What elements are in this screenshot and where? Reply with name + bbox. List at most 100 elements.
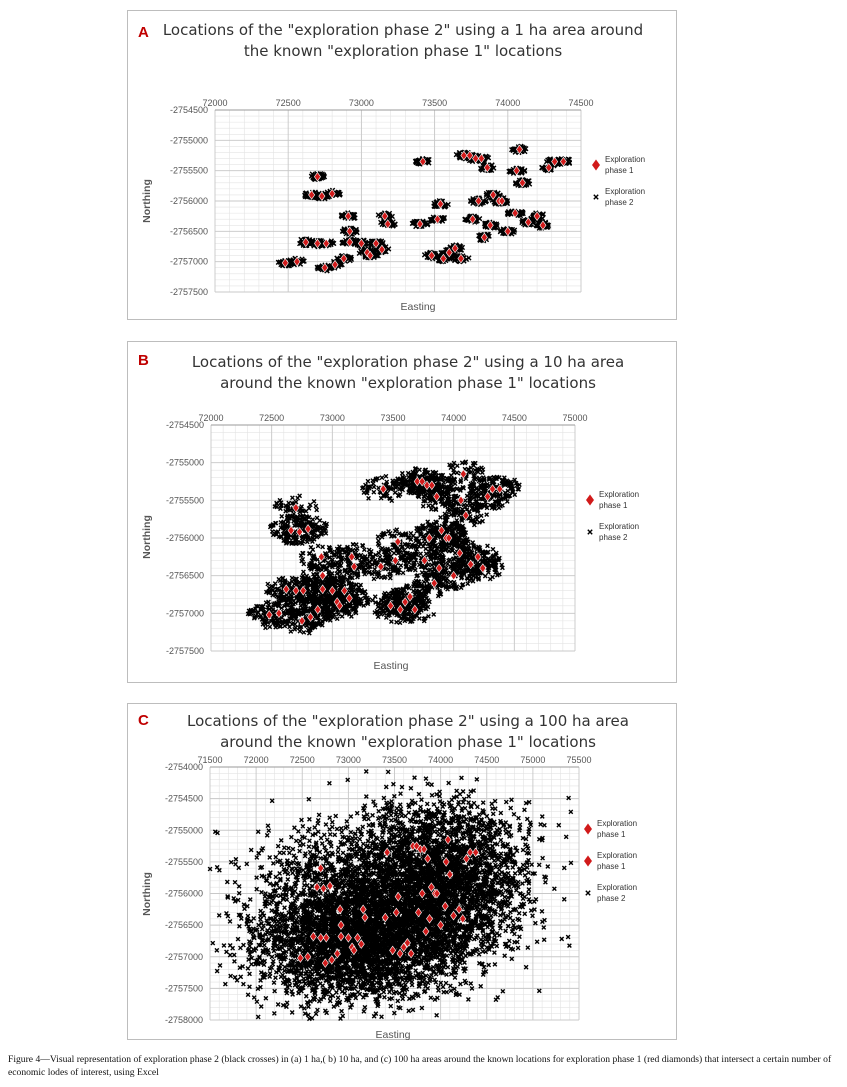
phase-2-point bbox=[375, 212, 382, 218]
phase-2-point bbox=[491, 225, 497, 231]
phase-2-point bbox=[305, 627, 311, 633]
phase-1-point bbox=[551, 156, 559, 167]
phase-2-point bbox=[365, 556, 370, 561]
phase-2-point bbox=[365, 601, 371, 607]
phase-2-point bbox=[390, 222, 397, 228]
phase-2-point bbox=[339, 614, 345, 619]
phase-2-point bbox=[386, 596, 392, 602]
phase-2-point bbox=[392, 592, 398, 598]
phase-2-point bbox=[426, 613, 431, 619]
phase-2-point bbox=[511, 146, 518, 152]
phase-2-point bbox=[412, 567, 418, 573]
phase-2-point bbox=[376, 550, 382, 556]
phase-2-point bbox=[410, 533, 416, 539]
phase-2-point bbox=[313, 503, 319, 509]
phase-2-point bbox=[351, 212, 358, 218]
phase-1-point bbox=[372, 238, 380, 249]
phase-2-point bbox=[339, 582, 345, 588]
phase-2-point bbox=[314, 507, 320, 513]
phase-2-point bbox=[323, 552, 329, 557]
phase-2-point bbox=[395, 570, 400, 576]
phase-2-point bbox=[290, 495, 295, 501]
phase-2-point bbox=[321, 174, 328, 180]
x-tick-label: 74000 bbox=[495, 98, 520, 108]
phase-2-point bbox=[286, 516, 292, 521]
phase-1-point bbox=[545, 162, 553, 173]
phase-2-point bbox=[265, 620, 271, 626]
phase-2-point bbox=[365, 478, 371, 484]
phase-2-point bbox=[327, 548, 333, 554]
phase-2-point bbox=[314, 515, 320, 521]
phase-2-point bbox=[366, 596, 372, 602]
legend-label: Exploration bbox=[605, 155, 645, 164]
x-tick-label: 74000 bbox=[441, 413, 466, 423]
x-tick-label: 74500 bbox=[502, 413, 527, 423]
phase-2-point bbox=[248, 607, 254, 613]
phase-2-point bbox=[272, 590, 278, 596]
phase-1-point bbox=[559, 156, 567, 167]
phase-2-point bbox=[483, 190, 490, 197]
phase-2-point bbox=[479, 470, 485, 475]
phase-2-point bbox=[331, 552, 337, 558]
phase-2-point bbox=[286, 596, 292, 602]
phase-2-point bbox=[477, 236, 483, 243]
y-tick-label: -2756000 bbox=[170, 196, 208, 206]
phase-2-point bbox=[321, 565, 327, 571]
phase-2-point bbox=[338, 557, 344, 563]
phase-2-point bbox=[319, 532, 324, 537]
x-tick-label: 72500 bbox=[276, 98, 301, 108]
phase-2-point bbox=[388, 571, 394, 577]
phase-2-point bbox=[276, 576, 282, 582]
phase-2-point bbox=[276, 603, 282, 609]
phase-2-point bbox=[272, 581, 278, 586]
series-exploration-phase-2 bbox=[245, 459, 522, 636]
phase-2-point bbox=[259, 617, 265, 622]
phase-1-point bbox=[314, 171, 321, 182]
phase-2-point bbox=[457, 244, 464, 250]
phase-2-point bbox=[292, 621, 298, 627]
phase-2-point bbox=[265, 581, 271, 587]
legend-phase-2-icon bbox=[587, 529, 593, 535]
phase-2-point bbox=[394, 619, 399, 625]
phase-2-point bbox=[371, 489, 377, 495]
phase-2-point bbox=[348, 575, 353, 581]
y-tick-label: -2755000 bbox=[166, 458, 204, 468]
phase-2-point bbox=[369, 557, 375, 562]
phase-2-point bbox=[306, 595, 312, 601]
phase-2-point bbox=[333, 561, 338, 566]
y-tick-label: -2754500 bbox=[166, 420, 204, 430]
phase-2-point bbox=[426, 160, 432, 166]
phase-2-point bbox=[297, 628, 303, 634]
phase-2-point bbox=[471, 522, 477, 528]
legend-phase-2-icon bbox=[593, 194, 599, 200]
phase-1-point bbox=[428, 250, 436, 261]
phase-2-point bbox=[370, 554, 376, 559]
x-tick-label: 74500 bbox=[568, 98, 593, 108]
phase-2-point bbox=[247, 611, 253, 617]
phase-2-point bbox=[371, 570, 377, 576]
phase-2-point bbox=[379, 605, 385, 611]
phase-2-point bbox=[381, 575, 387, 581]
phase-1-point bbox=[539, 220, 547, 231]
phase-2-point bbox=[454, 463, 460, 469]
phase-2-point bbox=[512, 181, 519, 187]
phase-1-point bbox=[302, 237, 310, 248]
phase-2-point bbox=[273, 615, 279, 621]
phase-2-point bbox=[281, 538, 287, 544]
phase-1-point bbox=[281, 258, 289, 268]
phase-2-point bbox=[505, 211, 511, 218]
panel-letter-b: B bbox=[138, 352, 149, 369]
phase-2-point bbox=[308, 577, 314, 582]
phase-2-point bbox=[333, 562, 338, 568]
phase-2-point bbox=[285, 535, 290, 541]
phase-2-point bbox=[381, 599, 387, 605]
phase-2-point bbox=[263, 589, 269, 595]
phase-2-point bbox=[299, 605, 305, 611]
phase-2-point bbox=[355, 597, 361, 603]
phase-2-point bbox=[284, 592, 290, 598]
phase-2-point bbox=[466, 255, 472, 261]
x-tick-label: 73000 bbox=[349, 98, 374, 108]
phase-2-point bbox=[393, 563, 398, 569]
phase-2-point bbox=[314, 193, 321, 199]
phase-2-point bbox=[267, 624, 273, 630]
